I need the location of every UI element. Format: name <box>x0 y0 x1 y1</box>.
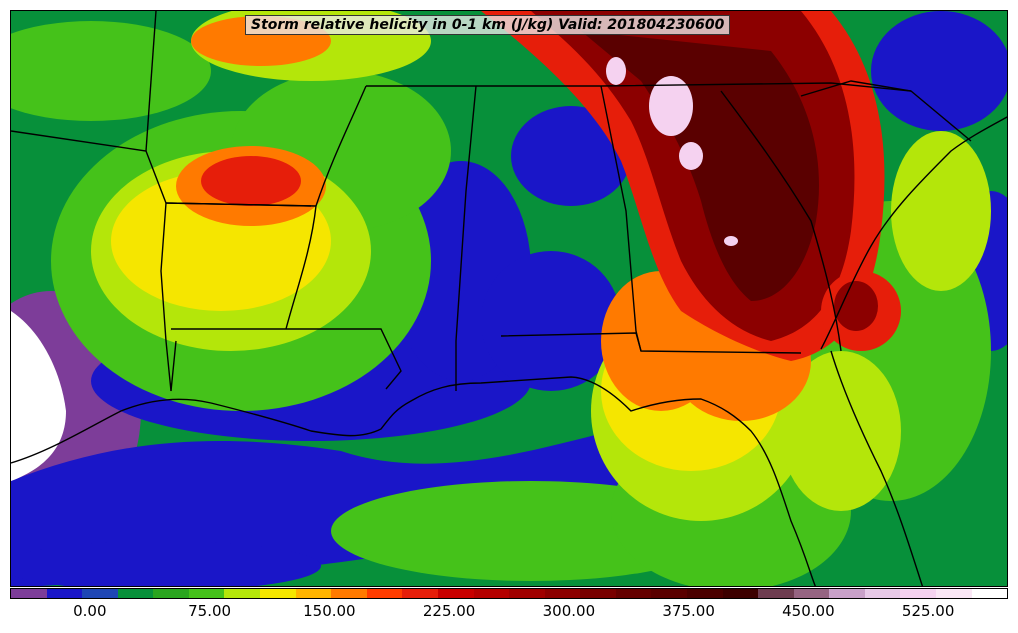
map-title: Storm relative helicity in 0-1 km (J/kg)… <box>245 15 731 35</box>
colorbar-segment <box>580 589 616 598</box>
arkansas-north-line <box>165 202 317 207</box>
colorbar-tick-label: 300.00 <box>542 602 596 620</box>
colorbar-segment <box>900 589 937 598</box>
colorbar-segment <box>686 589 723 598</box>
colorbar-tick-label: 150.00 <box>303 602 356 620</box>
florida-east-coast <box>830 350 924 586</box>
texas-louisiana-line <box>170 340 177 392</box>
colorbar-segment <box>402 589 438 598</box>
colorbar-tick-label: 525.00 <box>901 602 955 620</box>
arkansas-west-line <box>160 202 172 392</box>
colorbar-segment <box>188 589 225 598</box>
colorbar-tick-label: 450.00 <box>782 602 835 620</box>
field-region-blue <box>11 541 321 586</box>
colorbar-tick-labels: 0.00 75.00 150.00 225.00 300.00 375.00 450.00 5… <box>10 600 1008 624</box>
colorbar-segment <box>260 589 296 598</box>
colorbar-segment <box>793 589 830 598</box>
georgia-sc-line <box>720 90 842 352</box>
colorbar-segment <box>366 589 403 598</box>
colorbar-segment <box>722 589 759 598</box>
colorbar-segment <box>544 589 581 598</box>
colorbar-tick-label: 75.00 <box>188 602 232 620</box>
field-region-pink <box>606 57 626 85</box>
colorbar-segment <box>758 589 794 598</box>
colorbar-segment <box>509 589 545 598</box>
colorbar-segment <box>331 589 367 598</box>
colorbar-segment <box>615 589 652 598</box>
colorbar-segment <box>473 589 510 598</box>
colorbar-tick-label: 225.00 <box>422 602 476 620</box>
louisiana-north-line <box>171 328 402 390</box>
colorbar-segment <box>11 589 47 598</box>
no-data-region <box>11 311 66 481</box>
colorbar-segment <box>224 589 261 598</box>
map-panel <box>10 10 1008 587</box>
field-region-pink <box>649 76 693 136</box>
colorbar <box>10 588 1008 599</box>
field-region-blue <box>871 11 1007 131</box>
colorbar-segment <box>153 589 189 598</box>
field-region-dark_red <box>834 281 878 331</box>
colorbar-segment <box>295 589 332 598</box>
field-region-green <box>11 21 211 121</box>
field-region-maroon <box>581 31 819 301</box>
mississippi-alabama-line <box>455 85 477 391</box>
colorbar-segment <box>46 589 83 598</box>
colorbar-segment <box>936 589 972 598</box>
colorbar-tick-label: 0.00 <box>73 602 107 620</box>
helicity-map <box>11 11 1007 586</box>
state-boundaries <box>11 11 1007 586</box>
colorbar-segment <box>829 589 865 598</box>
gulf-coastline <box>11 376 816 586</box>
field-region-lime <box>891 131 991 291</box>
field-region-blue <box>481 251 621 391</box>
field-region-red <box>201 156 301 206</box>
tennessee-north-line <box>366 82 912 92</box>
colorbar-segment <box>864 589 901 598</box>
colorbar-segment <box>117 589 154 598</box>
colorbar-segment <box>82 589 118 598</box>
helicity-field <box>11 11 1007 586</box>
colorbar-tick-label: 375.00 <box>662 602 715 620</box>
field-region-lime <box>781 351 901 511</box>
field-region-blue <box>511 106 631 206</box>
nc-sc-line <box>800 80 972 142</box>
mississippi-river <box>285 85 367 330</box>
colorbar-segment <box>971 589 1008 598</box>
colorbar-segment <box>437 589 474 598</box>
field-region-pink <box>679 142 703 170</box>
colorbar-segment <box>651 589 687 598</box>
kansas-west-line <box>145 11 157 152</box>
alabama-florida-line <box>500 332 802 354</box>
atlantic-coastline <box>820 116 1007 350</box>
field-region-pink <box>724 236 738 246</box>
